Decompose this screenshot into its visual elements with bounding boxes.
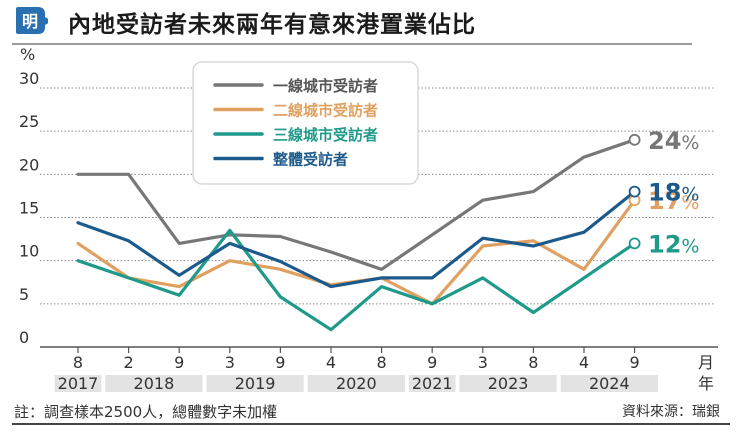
x-year-band — [206, 375, 304, 392]
x-month-label: 3 — [225, 353, 235, 372]
logo-glyph: 明 — [22, 12, 38, 31]
x-month-label: 9 — [174, 353, 184, 372]
end-value-percent-sign: % — [681, 184, 699, 206]
y-tick-label: 30 — [19, 69, 39, 88]
end-value-label: 17% — [648, 187, 699, 215]
series-line — [76, 190, 637, 289]
x-month-label: 8 — [377, 353, 387, 372]
end-value-number: 24 — [648, 127, 681, 155]
x-month-label: 9 — [275, 353, 285, 372]
series-end-marker — [628, 185, 641, 198]
x-axis: 8 2 9 3 9 4 8 9 3 8 4 9 2017 2018 2019 2020 2021 2023 2024… — [40, 346, 718, 393]
y-tick-label: 0 — [19, 328, 29, 347]
x-month-label: 4 — [326, 353, 336, 372]
series-end-marker — [628, 237, 641, 250]
x-month-label: 8 — [528, 353, 538, 372]
legend-label: 一線城市受訪者 — [273, 77, 378, 95]
y-axis-ticks: 0 5 10 15 20 25 30 — [19, 69, 39, 347]
end-value-label: 24% — [648, 127, 699, 155]
x-year-label: 2021 — [412, 374, 453, 393]
source-credit: 資料來源：瑞銀 — [622, 404, 720, 420]
header: 明 內地受訪者未來兩年有意來港置業佔比 — [0, 0, 740, 45]
y-tick-label: 20 — [19, 155, 39, 174]
y-tick-label: 15 — [19, 199, 39, 218]
x-year-label: 2017 — [58, 374, 99, 393]
x-axis-unit-year: 年 — [698, 374, 714, 393]
end-value-label: 12% — [648, 230, 699, 258]
x-year-band — [105, 375, 203, 392]
end-value-percent-sign: % — [681, 132, 699, 154]
newspaper-logo-icon: 明 — [16, 7, 48, 34]
series-line — [76, 138, 637, 271]
footer-divider — [12, 423, 730, 425]
x-month-label: 4 — [579, 353, 589, 372]
x-month-label: 9 — [427, 353, 437, 372]
x-year-band — [459, 375, 557, 392]
x-year-label: 2020 — [336, 374, 377, 393]
y-tick-label: 25 — [19, 112, 39, 131]
footnote: 註：調查樣本2500人，總體數字未加權 — [14, 403, 278, 421]
legend-label: 二線城市受訪者 — [273, 102, 378, 120]
end-value-percent-sign: % — [681, 235, 699, 257]
series-end-marker — [628, 133, 641, 146]
series-lines — [76, 133, 641, 332]
series-line — [76, 228, 637, 332]
y-axis-unit-label: % — [20, 45, 35, 64]
x-year-label: 2024 — [589, 374, 630, 393]
x-axis-unit-month: 月 — [698, 353, 714, 372]
y-tick-label: 10 — [19, 242, 39, 261]
legend-box — [192, 61, 419, 185]
x-year-label: 2019 — [235, 374, 276, 393]
end-value-number: 17 — [648, 187, 681, 215]
x-month-label: 2 — [124, 353, 134, 372]
end-value-number: 18 — [648, 179, 681, 207]
x-month-label: 9 — [630, 353, 640, 372]
x-year-label: 2023 — [488, 374, 529, 393]
end-value-label: 18% — [648, 179, 699, 207]
chart-title: 內地受訪者未來兩年有意來港置業佔比 — [68, 12, 476, 38]
x-year-band — [408, 375, 456, 392]
end-value-number: 12 — [648, 230, 681, 258]
legend-label: 三線城市受訪者 — [273, 126, 378, 144]
x-year-band — [307, 375, 405, 392]
end-value-labels: 24%17%12%18% — [648, 127, 699, 259]
x-year-band — [54, 375, 102, 392]
legend-label: 整體受訪者 — [273, 151, 348, 169]
x-month-label: 3 — [478, 353, 488, 372]
y-tick-label: 5 — [19, 285, 29, 304]
title-divider — [12, 43, 692, 45]
x-year-label: 2018 — [134, 374, 175, 393]
end-value-percent-sign: % — [681, 192, 699, 214]
x-month-label: 8 — [73, 353, 83, 372]
x-year-band — [560, 375, 658, 392]
